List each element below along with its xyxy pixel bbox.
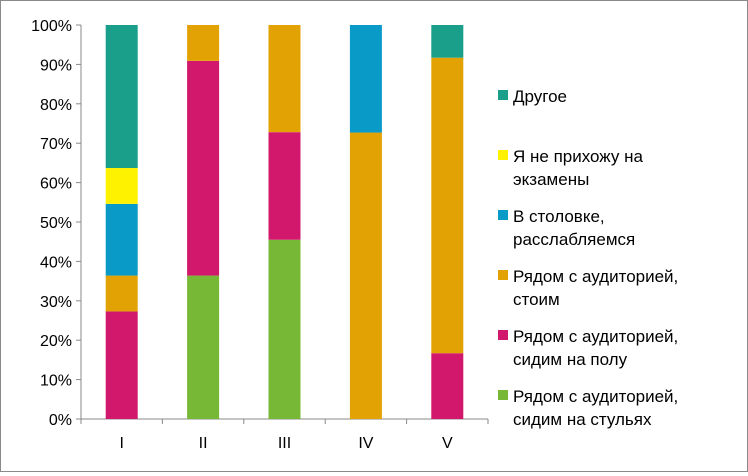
legend-label: Рядом с аудиторией, <box>513 267 678 286</box>
legend-swatch <box>498 90 508 100</box>
bar-segment <box>268 132 301 240</box>
bar-segment <box>187 275 220 419</box>
legend-label: Я не прихожу на <box>513 147 643 166</box>
legend-swatch <box>498 150 508 160</box>
legend-label: сидим на полу <box>513 350 628 369</box>
x-tick-label: III <box>278 435 291 452</box>
x-tick-label: V <box>442 435 453 452</box>
legend-item: Другое <box>498 87 567 106</box>
legend-label: расслабляемся <box>513 230 635 249</box>
y-tick-label: 10% <box>40 373 72 390</box>
y-tick-label: 40% <box>40 254 72 271</box>
bar-segment <box>105 275 138 312</box>
bars <box>105 25 464 419</box>
legend-item: Я не прихожу на экзамены <box>498 147 643 189</box>
x-tick-label: I <box>119 435 123 452</box>
bar-segment <box>349 25 382 133</box>
y-tick-label: 50% <box>40 215 72 232</box>
x-axis: I II III IV V <box>80 418 489 452</box>
legend-label: Рядом с аудиторией, <box>513 327 678 346</box>
y-tick-label: 70% <box>40 136 72 153</box>
bar-segment <box>105 25 138 169</box>
y-tick-label: 90% <box>40 57 72 74</box>
y-axis: 0% 10% 20% 30% 40% 50% 60% 70% 80% 90% 100% <box>31 18 82 429</box>
bar-segment <box>268 25 301 133</box>
legend-swatch <box>498 270 508 280</box>
legend-swatch <box>498 330 508 340</box>
y-tick-label: 100% <box>31 18 72 35</box>
legend-item: Рядом с аудиторией, сидим на полу <box>498 327 678 369</box>
y-tick-label: 30% <box>40 294 72 311</box>
x-tick-label: IV <box>358 435 373 452</box>
bar-segment <box>187 25 220 61</box>
legend-swatch <box>498 390 508 400</box>
legend-item: В столовке, расслабляемся <box>498 207 635 249</box>
x-tick-label: II <box>199 435 208 452</box>
legend-label: стоим <box>513 290 560 309</box>
bar-segment <box>431 353 464 419</box>
bar-segment <box>268 239 301 419</box>
bar-segment <box>431 57 464 354</box>
y-tick-label: 20% <box>40 333 72 350</box>
legend-item: Рядом с аудиторией, стоим <box>498 267 678 309</box>
bar-segment <box>187 60 220 276</box>
legend-swatch <box>498 210 508 220</box>
bar-segment <box>105 203 138 276</box>
legend: Другое Я не прихожу на экзамены В столовке,… <box>498 87 678 429</box>
bar-segment <box>349 132 382 419</box>
legend-item: Рядом с аудиторией, сидим на стульях <box>498 387 678 429</box>
bar-segment <box>105 311 138 419</box>
y-tick-label: 80% <box>40 97 72 114</box>
legend-label: экзамены <box>513 170 589 189</box>
y-tick-label: 0% <box>49 412 72 429</box>
y-tick-label: 60% <box>40 176 72 193</box>
bar-segment <box>105 168 138 204</box>
bar-segment <box>431 25 464 58</box>
legend-label: Другое <box>513 87 567 106</box>
legend-label: В столовке, <box>513 207 605 226</box>
legend-label: Рядом с аудиторией, <box>513 387 678 406</box>
legend-label: сидим на стульях <box>513 410 652 429</box>
